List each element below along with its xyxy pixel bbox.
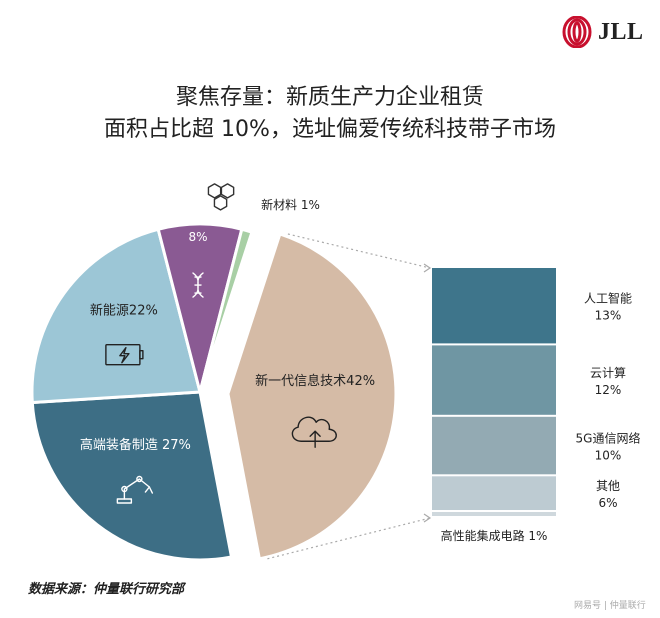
bar-segment: [432, 345, 556, 415]
jll-logo-icon: [562, 16, 592, 48]
bar-segment: [432, 268, 556, 344]
battery-tip: [139, 350, 144, 360]
title-line-2: 面积占比超 10%，选址偏爱传统科技带子市场: [104, 117, 556, 142]
segment-value-label: 13%: [595, 309, 622, 323]
hexagon: [207, 183, 222, 199]
bar-segment: [432, 512, 556, 516]
segment-value-label: 6%: [598, 496, 617, 510]
robot-base: [116, 498, 133, 504]
cloud-upload-icon: [291, 416, 337, 448]
slice-label: 新能源22%: [90, 303, 158, 319]
slice-label: 生物产业: [174, 212, 222, 226]
bolt: [119, 347, 130, 364]
bar-segment: [432, 476, 556, 510]
slice-label: 新一代信息技术42%: [255, 373, 375, 389]
connector-arrowhead: [423, 263, 432, 273]
robot-arm: [123, 478, 151, 500]
segment-label: 高性能集成电路 1%: [441, 528, 548, 543]
slice-value-label: 8%: [188, 230, 207, 244]
jll-logo-text: JLL: [598, 18, 644, 45]
pie-slice: [30, 390, 234, 562]
segment-label: 5G通信网络: [576, 431, 641, 446]
robot-gripper: [144, 486, 154, 494]
robot-arm-icon: [116, 475, 154, 504]
up-arrow: [309, 430, 321, 448]
bar-segment: [432, 416, 556, 475]
page-title: 聚焦存量：新质生产力企业租赁 面积占比超 10%，选址偏爱传统科技带子市场: [0, 82, 660, 146]
dna-rungs: [194, 276, 202, 294]
data-source-note: 数据来源：仲量联行研究部: [28, 582, 185, 597]
segment-value-label: 10%: [595, 449, 622, 463]
hexagon: [213, 195, 228, 211]
molecule-icon: [207, 183, 235, 211]
robot-joint: [136, 475, 143, 483]
pie-slice: [226, 232, 398, 561]
slice-label: 高端装备制造 27%: [80, 437, 191, 453]
pie-slice: [198, 227, 254, 393]
cloud-outline: [291, 416, 337, 442]
segment-label: 其他: [596, 479, 620, 493]
dna-icon: [192, 272, 204, 298]
segment-value-label: 12%: [595, 383, 622, 397]
connector-arrowhead: [423, 513, 432, 523]
jll-logo: JLL: [562, 14, 652, 50]
segment-label: 云计算: [590, 365, 626, 380]
title-line-1: 聚焦存量：新质生产力企业租赁: [175, 85, 484, 110]
slice-label: 新材料 1%: [261, 197, 320, 212]
watermark: 网易号 | 仲量联行: [574, 601, 646, 611]
robot-joint: [121, 485, 128, 493]
pie-slice: [30, 227, 202, 405]
battery-icon: [105, 344, 144, 366]
connector-line: [287, 233, 431, 269]
hexagon: [220, 183, 235, 199]
segment-label: 人工智能: [584, 291, 632, 306]
